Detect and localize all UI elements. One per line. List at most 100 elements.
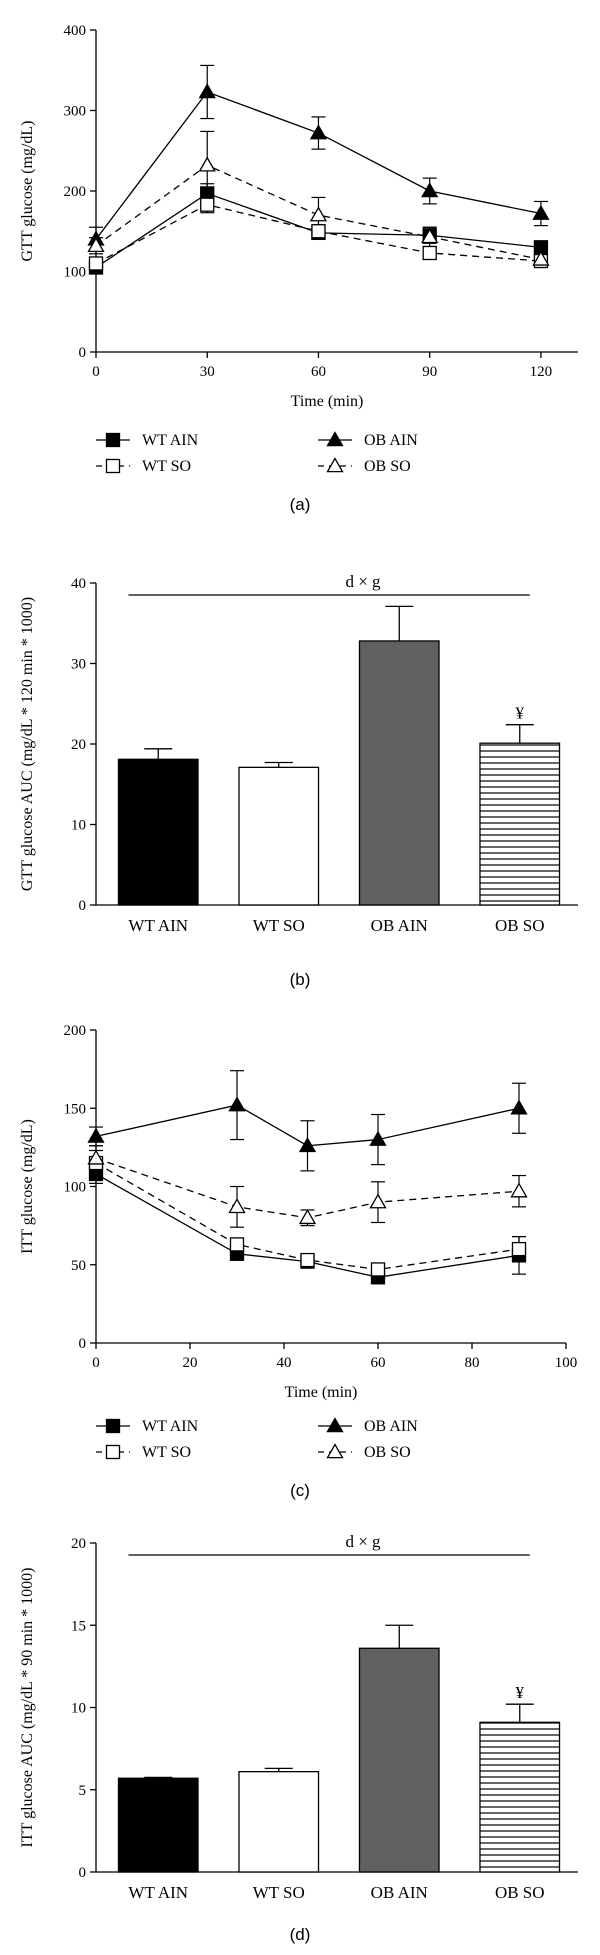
bar-wt-ain: [117, 1777, 199, 1873]
x-tick-label: 0: [92, 364, 100, 380]
data-point-ob-so: [532, 250, 550, 266]
legend-marker: [326, 431, 344, 447]
x-tick-label: 100: [555, 1355, 578, 1371]
category-label: OB SO: [495, 916, 545, 935]
series-line-ob-so: [95, 164, 542, 261]
data-point-ob-ain: [532, 204, 550, 220]
legend-label: WT SO: [142, 458, 191, 475]
bar-chart-1: 0 10 20 30 40 GTT glucose AUC (mg/dL * 120 mi…: [19, 572, 578, 989]
data-point-wt-so: [370, 1262, 386, 1277]
data-point-wt-so: [422, 245, 437, 261]
x-tick-label: 60: [371, 1355, 386, 1371]
data-point-ob-so: [510, 1182, 528, 1198]
x-tick-label: 40: [277, 1355, 292, 1371]
data-point-ob-so: [421, 228, 439, 244]
data-point-ob-ain: [369, 1130, 387, 1146]
data-point-ob-ain: [87, 1127, 105, 1143]
legend-entry-ob-so: OB SO: [318, 457, 411, 475]
y-tick-label: 20: [71, 737, 86, 753]
legend-label: OB AIN: [364, 1418, 418, 1435]
legend-entry-ob-ain: OB AIN: [318, 1417, 418, 1435]
y-tick-label: 20: [71, 1536, 86, 1552]
data-point-wt-so: [300, 1252, 315, 1268]
data-point-wt-so: [229, 1237, 245, 1252]
category-label: WT SO: [253, 1883, 305, 1902]
yen-marker: ¥: [516, 1683, 525, 1702]
category-label: WT SO: [253, 916, 305, 935]
y-tick-label: 0: [79, 1336, 87, 1352]
category-label: WT AIN: [128, 916, 188, 935]
data-point-ob-so: [369, 1193, 387, 1209]
x-tick-label: 120: [530, 364, 553, 380]
bar-ob-so: [479, 742, 561, 906]
panel-label: (d): [290, 1925, 311, 1944]
legend-entry-wt-ain: WT AIN: [96, 432, 199, 449]
data-point-ob-so: [309, 206, 328, 222]
category-label: WT AIN: [128, 1883, 188, 1902]
legend-label: OB SO: [364, 458, 411, 475]
bar-wt-so: [238, 766, 320, 906]
bar-wt-ain: [117, 758, 199, 906]
data-point-ob-so: [87, 236, 105, 253]
legend-entry-ob-so: OB SO: [318, 1443, 411, 1461]
bar-ob-so: [479, 1721, 561, 1873]
legend-entry-wt-so: WT SO: [96, 458, 191, 475]
bar-ob-ain: [358, 1647, 440, 1873]
y-tick-label: 15: [71, 1618, 86, 1634]
y-tick-label: 40: [71, 576, 86, 592]
y-axis-title: GTT glucose (mg/dL): [19, 120, 36, 261]
significance-label: d × g: [345, 1532, 381, 1551]
data-point-wt-so: [200, 197, 215, 212]
legend-label: WT AIN: [142, 432, 199, 449]
y-tick-label: 0: [79, 1865, 87, 1881]
legend-marker: [105, 1444, 121, 1460]
y-tick-label: 50: [71, 1258, 86, 1274]
data-point-ob-so: [198, 156, 216, 172]
x-tick-label: 30: [200, 364, 215, 380]
x-axis-title: Time (min): [291, 393, 364, 410]
y-tick-label: 100: [64, 1180, 87, 1196]
legend-label: OB SO: [364, 1444, 411, 1461]
y-tick-label: 200: [64, 1023, 87, 1039]
bar-wt-so: [238, 1771, 320, 1873]
y-tick-label: 0: [79, 898, 87, 914]
x-axis-title: Time (min): [285, 1384, 358, 1401]
x-tick-label: 80: [465, 1355, 480, 1371]
data-point-ob-ain: [298, 1136, 317, 1153]
legend-marker: [105, 1418, 121, 1434]
legend-marker: [326, 1443, 344, 1459]
y-tick-label: 100: [64, 265, 87, 281]
data-point-wt-so: [511, 1241, 527, 1257]
legend-marker: [105, 458, 121, 474]
x-tick-label: 90: [422, 364, 437, 380]
y-tick-label: 0: [79, 345, 87, 361]
bar-chart-3: 0 5 10 15 20 ITT glucose AUC (mg/dL * 90 min …: [19, 1532, 578, 1944]
significance-label: d × g: [345, 572, 381, 591]
legend-label: WT AIN: [142, 1418, 199, 1435]
data-point-ob-ain: [198, 83, 216, 99]
panel-label: (a): [290, 495, 311, 514]
category-label: OB SO: [495, 1883, 545, 1902]
legend-marker: [326, 457, 344, 473]
y-tick-label: 150: [64, 1101, 87, 1117]
y-tick-label: 400: [64, 23, 87, 39]
yen-marker: ¥: [516, 704, 525, 723]
bar-ob-ain: [358, 640, 440, 906]
legend-entry-wt-ain: WT AIN: [96, 1418, 199, 1435]
panel-label: (c): [290, 1481, 310, 1500]
category-label: OB AIN: [371, 916, 428, 935]
y-axis-title: GTT glucose AUC (mg/dL * 120 min * 1000): [19, 597, 36, 891]
data-point-ob-ain: [510, 1099, 528, 1115]
data-point-ob-ain: [421, 182, 439, 198]
line-chart-0: 0 100 200 300 400 GTT glucose (mg/dL) 0 30 60 90 1…: [19, 23, 578, 514]
x-tick-label: 60: [311, 364, 326, 380]
data-point-ob-ain: [309, 124, 328, 140]
legend-entry-ob-ain: OB AIN: [318, 431, 418, 449]
data-point-wt-so: [311, 224, 326, 239]
y-tick-label: 5: [79, 1783, 87, 1799]
y-tick-label: 10: [71, 818, 86, 834]
y-axis-title: ITT glucose AUC (mg/dL * 90 min * 1000): [19, 1568, 36, 1848]
data-point-wt-so: [88, 256, 104, 271]
data-point-ob-ain: [228, 1096, 246, 1112]
y-tick-label: 300: [64, 104, 87, 120]
